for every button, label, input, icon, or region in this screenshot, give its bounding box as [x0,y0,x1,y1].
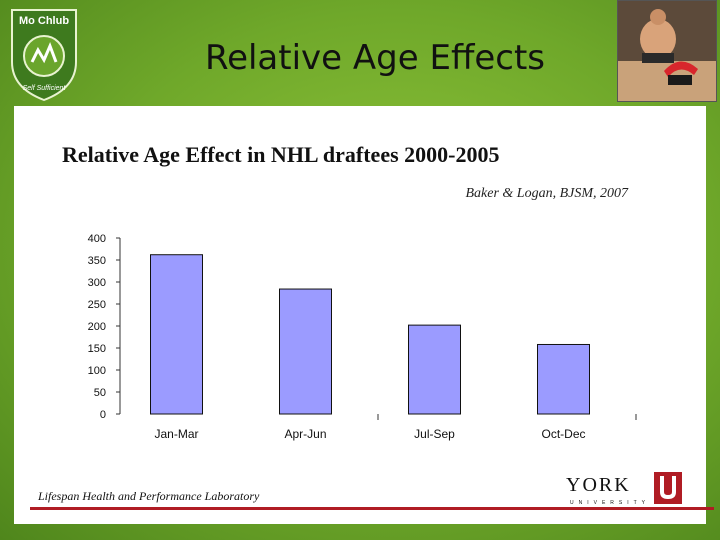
bar-apr-jun [279,288,332,415]
x-tick-label: Jan-Mar [154,427,198,441]
y-tick-label: 200 [88,321,106,333]
slide-title: Relative Age Effects [204,38,546,78]
y-tick-label: 400 [88,233,106,245]
chart-title: Relative Age Effect in NHL draftees 2000… [62,142,500,167]
y-tick-label: 150 [88,343,106,355]
x-tick-label: Oct-Dec [541,427,585,441]
y-tick-label: 250 [88,299,106,311]
content-panel: Relative Age Effect in NHL draftees 2000… [14,106,714,524]
logo-caption: Self Sufficient [23,85,67,92]
bar-oct-dec [537,343,590,415]
york-wordmark: YORK [566,474,631,496]
y-tick-label: 350 [88,255,106,267]
bar-jul-sep [408,324,461,415]
york-logo-icon [654,472,682,504]
x-tick-label: Jul-Sep [414,427,455,441]
logo-title: Mo Chlub [19,15,69,27]
york-subtext: UNIVERSITY [570,500,651,506]
bar-chart: 0 50 100 150 200 250 300 350 400 Jan-Mar Apr-Jun J… [88,233,637,441]
y-tick-label: 50 [94,387,106,399]
y-tick-label: 0 [100,409,106,421]
club-logo: Mo Chlub Self Sufficient [11,9,77,102]
lab-footer: Lifespan Health and Performance Laborato… [38,489,260,503]
sumo-photo [617,0,717,102]
footer-rule [30,507,714,510]
chart-subtitle: Baker & Logan, BJSM, 2007 [465,186,628,201]
bar-jan-mar [150,254,203,415]
y-tick-label: 300 [88,277,106,289]
x-tick-label: Apr-Jun [284,427,326,441]
y-tick-label: 100 [88,365,106,377]
